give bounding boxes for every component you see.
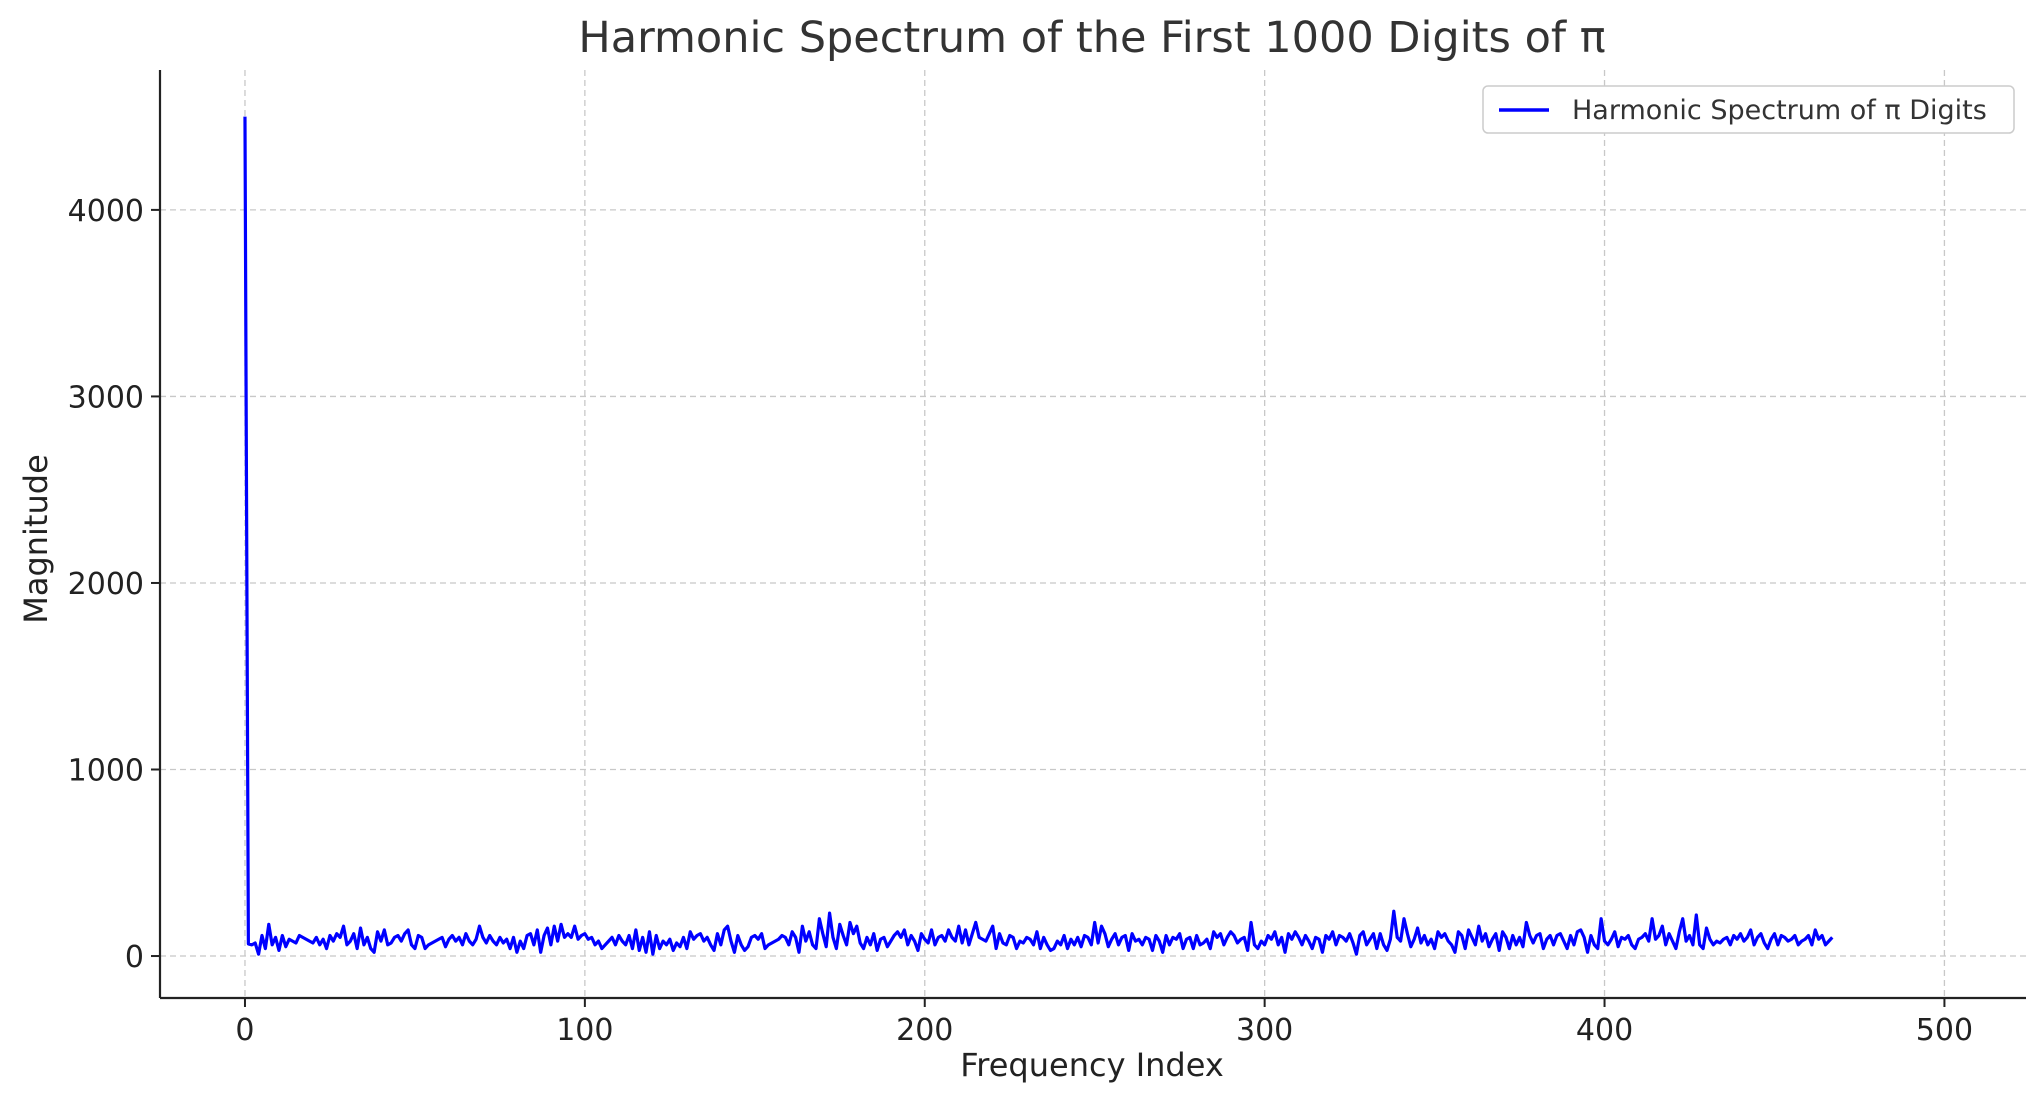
grid-layer	[160, 70, 2026, 998]
legend: Harmonic Spectrum of π Digits	[1482, 85, 2015, 134]
x-tick-label-200: 200	[896, 1013, 953, 1048]
x-tick-label-100: 100	[556, 1013, 613, 1048]
legend-entry-harmonic-spectrum: Harmonic Spectrum of π Digits	[1572, 95, 1987, 126]
x-tick-label-400: 400	[1576, 1013, 1633, 1048]
y-tick-label-1000: 1000	[68, 753, 144, 788]
x-tick-label-300: 300	[1236, 1013, 1293, 1048]
line-layer	[243, 116, 1834, 956]
x-tick-label-500: 500	[1916, 1013, 1973, 1048]
y-tick-label-0: 0	[125, 940, 144, 975]
x-axis-label: Frequency Index	[960, 1046, 1224, 1084]
y-tick-label-4000: 4000	[68, 194, 144, 229]
y-tick-label-3000: 3000	[68, 380, 144, 415]
axes-layer	[158, 70, 2026, 1000]
x-tick-label-0: 0	[235, 1013, 254, 1048]
chart-title: Harmonic Spectrum of the First 1000 Digi…	[578, 13, 1605, 63]
ticks-layer: 0 100 200 300 400 500 0 1000 2000 3000 4000	[68, 194, 1973, 1048]
series-line-0	[243, 116, 1834, 956]
y-axis-label: Magnitude	[17, 454, 55, 624]
y-tick-label-2000: 2000	[68, 567, 144, 602]
legend-box	[1482, 85, 2015, 134]
